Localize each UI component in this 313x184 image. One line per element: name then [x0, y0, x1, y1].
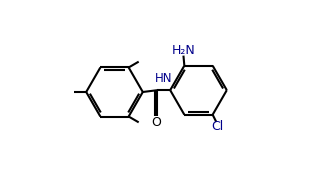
Text: Cl: Cl — [212, 120, 224, 132]
Text: HN: HN — [155, 72, 172, 85]
Text: O: O — [151, 116, 162, 129]
Text: H₂N: H₂N — [172, 44, 196, 57]
